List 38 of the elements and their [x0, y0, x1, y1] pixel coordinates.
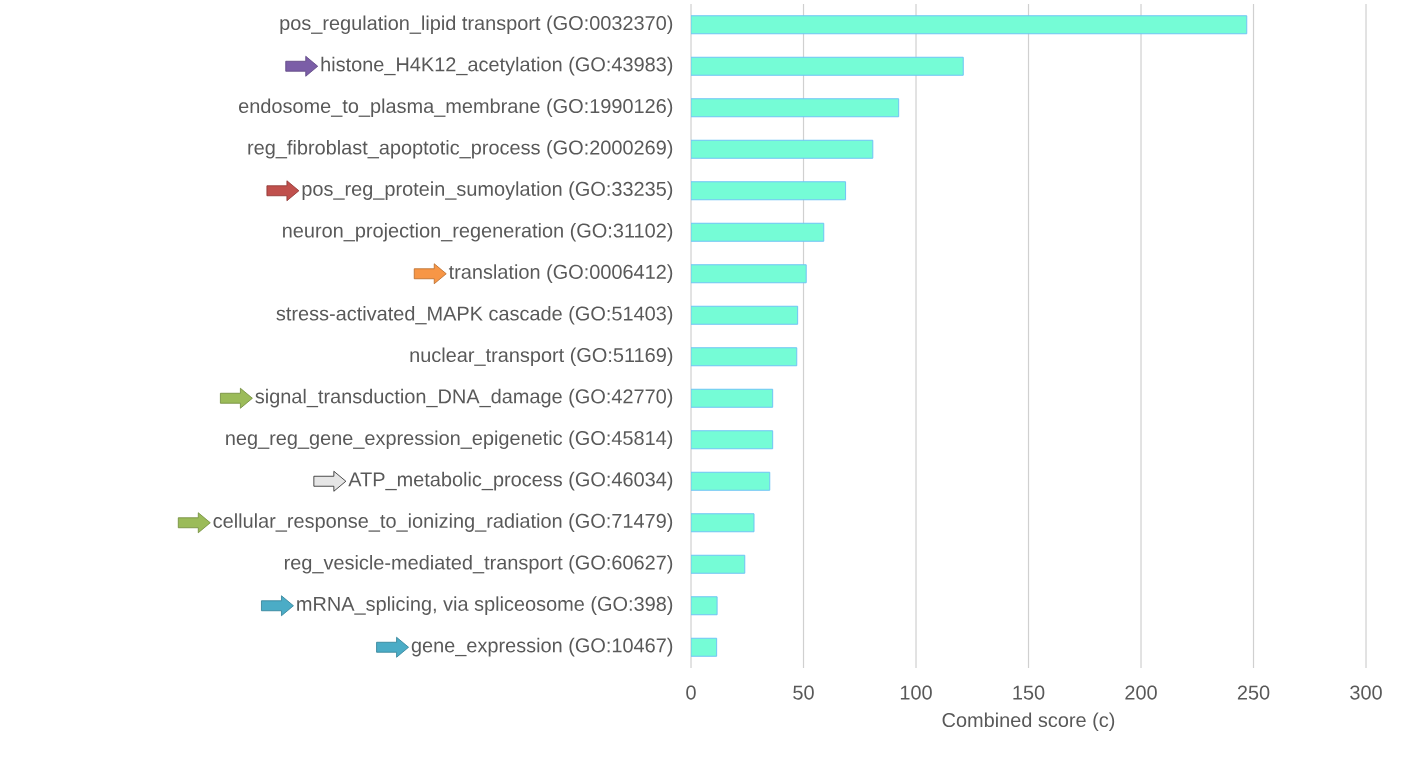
bar [691, 388, 774, 408]
y-tick-label: ATP_metabolic_process (GO:46034) [348, 471, 673, 491]
bar [691, 554, 746, 574]
bar [691, 222, 825, 242]
y-tick-label: pos_regulation_lipid transport (GO:0032370) [280, 15, 673, 35]
y-tick-label: endosome_to_plasma_membrane (GO:1990126) [239, 98, 673, 118]
bar [691, 139, 874, 159]
bar [691, 15, 1248, 35]
y-tick-label: neuron_projection_regeneration (GO:31102) [283, 222, 673, 242]
y-tick-label: cellular_response_to_ionizing_radiation (GO:71479) [213, 513, 673, 532]
bar [691, 56, 964, 76]
bar [691, 430, 774, 450]
x-tick-label: 200 [1125, 685, 1157, 700]
y-tick-label: translation (GO:0006412) [448, 264, 673, 283]
bar [691, 347, 798, 367]
y-tick-label: reg_vesicle-mediated_transport (GO:60627) [284, 554, 673, 574]
bar [691, 181, 847, 201]
y-tick-label: histone_H4K12_acetylation (GO:43983) [321, 56, 673, 76]
x-tick-label: 300 [1350, 685, 1382, 700]
y-tick-label: gene_expression (GO:10467) [411, 637, 673, 657]
bar [691, 305, 799, 325]
x-tick-label: 50 [793, 685, 814, 700]
y-tick-label: neg_reg_gene_expression_epigenetic (GO:45814) [226, 430, 673, 450]
x-tick-label: 100 [900, 685, 932, 700]
y-tick-label: reg_fibroblast_apoptotic_process (GO:2000269) [248, 139, 673, 159]
x-axis-title: Combined score (c) [942, 712, 1115, 732]
y-tick-label: pos_reg_protein_sumoylation (GO:33235) [302, 181, 673, 200]
bar [691, 513, 755, 533]
x-tick-label: 0 [686, 685, 696, 700]
x-tick-label: 250 [1237, 685, 1270, 700]
x-tick-label: 150 [1013, 685, 1045, 700]
bar [691, 98, 900, 118]
bar [691, 471, 771, 491]
y-tick-label: signal_transduction_DNA_damage (GO:42770) [255, 388, 673, 408]
bar [691, 264, 807, 284]
y-tick-label: nuclear_transport (GO:51169) [410, 347, 673, 367]
y-tick-label: stress-activated_MAPK cascade (GO:51403) [276, 305, 673, 325]
y-tick-label: mRNA_splicing, via spliceosome (GO:398) [297, 596, 673, 615]
